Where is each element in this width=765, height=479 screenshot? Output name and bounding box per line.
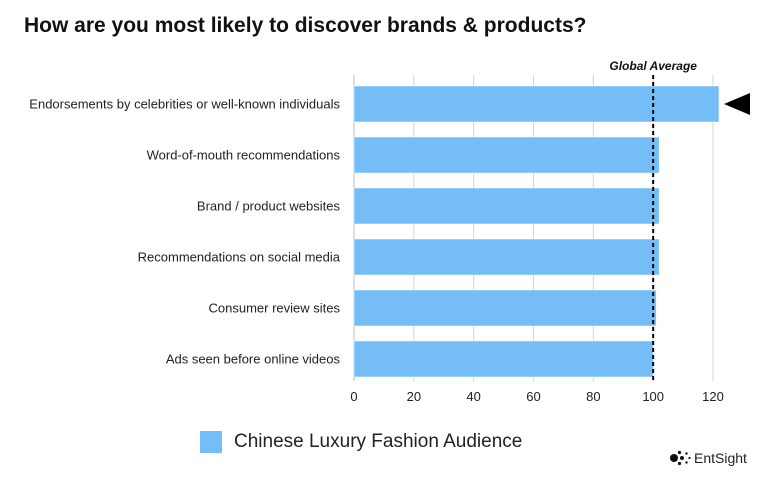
- brand-logo: EntSight: [669, 450, 747, 466]
- x-tick-labels: 0 20 40 60 80 100 120: [350, 389, 723, 404]
- brand-name: EntSight: [694, 450, 747, 466]
- x-tick-label: 0: [350, 389, 357, 404]
- highlight-marker: [724, 93, 750, 115]
- bar: [353, 136, 660, 174]
- entsight-logo-dots-icon: [670, 450, 691, 466]
- bar: [353, 340, 654, 378]
- bar: [353, 85, 720, 123]
- bar: [353, 187, 660, 225]
- grid-lines: [353, 75, 714, 381]
- bars: [353, 85, 720, 378]
- x-tick-label: 40: [466, 389, 480, 404]
- bar: [353, 289, 657, 327]
- category-label: Recommendations on social media: [138, 250, 341, 265]
- x-tick-label: 20: [407, 389, 421, 404]
- category-label: Endorsements by celebrities or well-know…: [29, 97, 340, 112]
- legend-swatch: [200, 431, 222, 453]
- bar: [353, 238, 660, 276]
- category-label: Consumer review sites: [209, 301, 341, 316]
- x-tick-label: 80: [586, 389, 600, 404]
- x-tick-label: 120: [702, 389, 724, 404]
- chart-title: How are you most likely to discover bran…: [24, 14, 587, 37]
- category-label: Ads seen before online videos: [166, 352, 341, 367]
- global-average-reference: Global Average: [609, 59, 697, 381]
- left-pointing-triangle-icon: [724, 93, 750, 115]
- category-labels: Endorsements by celebrities or well-know…: [29, 97, 340, 367]
- x-tick-label: 60: [526, 389, 540, 404]
- x-tick-label: 100: [642, 389, 664, 404]
- category-label: Word-of-mouth recommendations: [147, 148, 341, 163]
- category-label: Brand / product websites: [197, 199, 341, 214]
- legend: Chinese Luxury Fashion Audience: [200, 431, 522, 453]
- global-average-label: Global Average: [609, 59, 697, 73]
- legend-label: Chinese Luxury Fashion Audience: [234, 431, 523, 452]
